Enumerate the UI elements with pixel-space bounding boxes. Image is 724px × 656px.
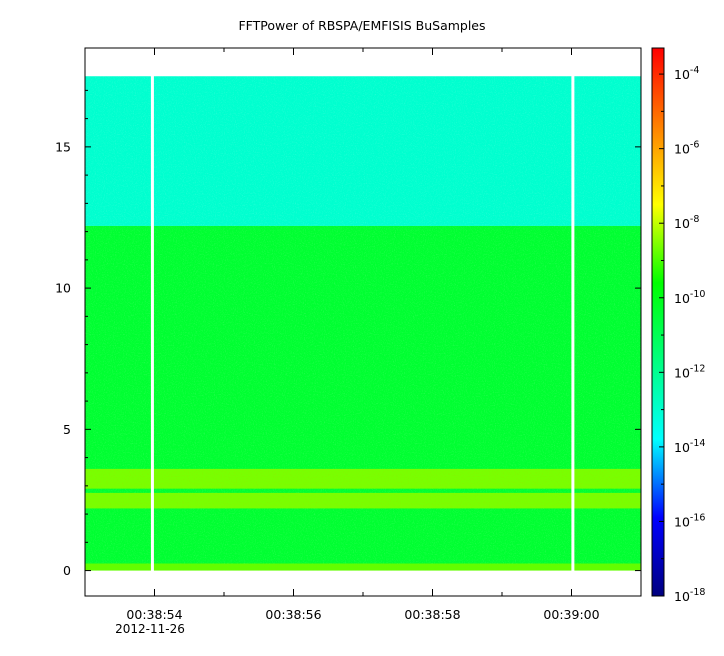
y-tick-label: 0 xyxy=(63,563,71,578)
spectrogram-texture xyxy=(85,492,641,509)
spectrogram-texture xyxy=(85,225,641,568)
colorbar-tick-label: 10-14 xyxy=(674,438,705,455)
colorbar-tick-label: 10-4 xyxy=(674,65,699,82)
data-gap xyxy=(571,75,575,572)
y-tick-label: 5 xyxy=(63,422,71,437)
colorbar-tick-label: 10-10 xyxy=(674,289,705,306)
colorbar-tick-label: 10-6 xyxy=(674,140,699,157)
plot-area xyxy=(84,47,642,597)
chart-title: FFTPower of RBSPA/EMFISIS BuSamples xyxy=(238,18,485,33)
y-tick-label: 10 xyxy=(55,281,71,296)
x-tick-label: 00:38:56 xyxy=(265,607,321,622)
x-tick-label: 00:39:00 xyxy=(543,607,599,622)
y-axis: 0 5 10 15 xyxy=(55,89,641,578)
y-tick-label: 15 xyxy=(55,139,71,154)
data-gap xyxy=(150,75,154,572)
spectrogram-texture xyxy=(85,76,641,226)
spectrogram-texture xyxy=(85,468,641,489)
colorbar-tick-label: 10-12 xyxy=(674,363,705,380)
x-tick-label: 00:38:58 xyxy=(404,607,460,622)
colorbar-tick-label: 10-16 xyxy=(674,512,705,529)
spectrogram-texture xyxy=(85,563,641,571)
x-date-label: 2012-11-26 xyxy=(115,622,185,636)
colorbar-tick-label: 10-18 xyxy=(674,587,705,604)
colorbar: 10-18 10-16 10-14 10-12 10-10 10-8 10-6 10-4 xyxy=(651,47,705,604)
colorbar-tick-label: 10-8 xyxy=(674,214,699,231)
x-tick-label: 00:38:54 xyxy=(126,607,182,622)
colorbar-gradient xyxy=(651,47,665,597)
x-axis: 00:38:54 00:38:56 00:38:58 00:39:00 xyxy=(84,48,642,622)
